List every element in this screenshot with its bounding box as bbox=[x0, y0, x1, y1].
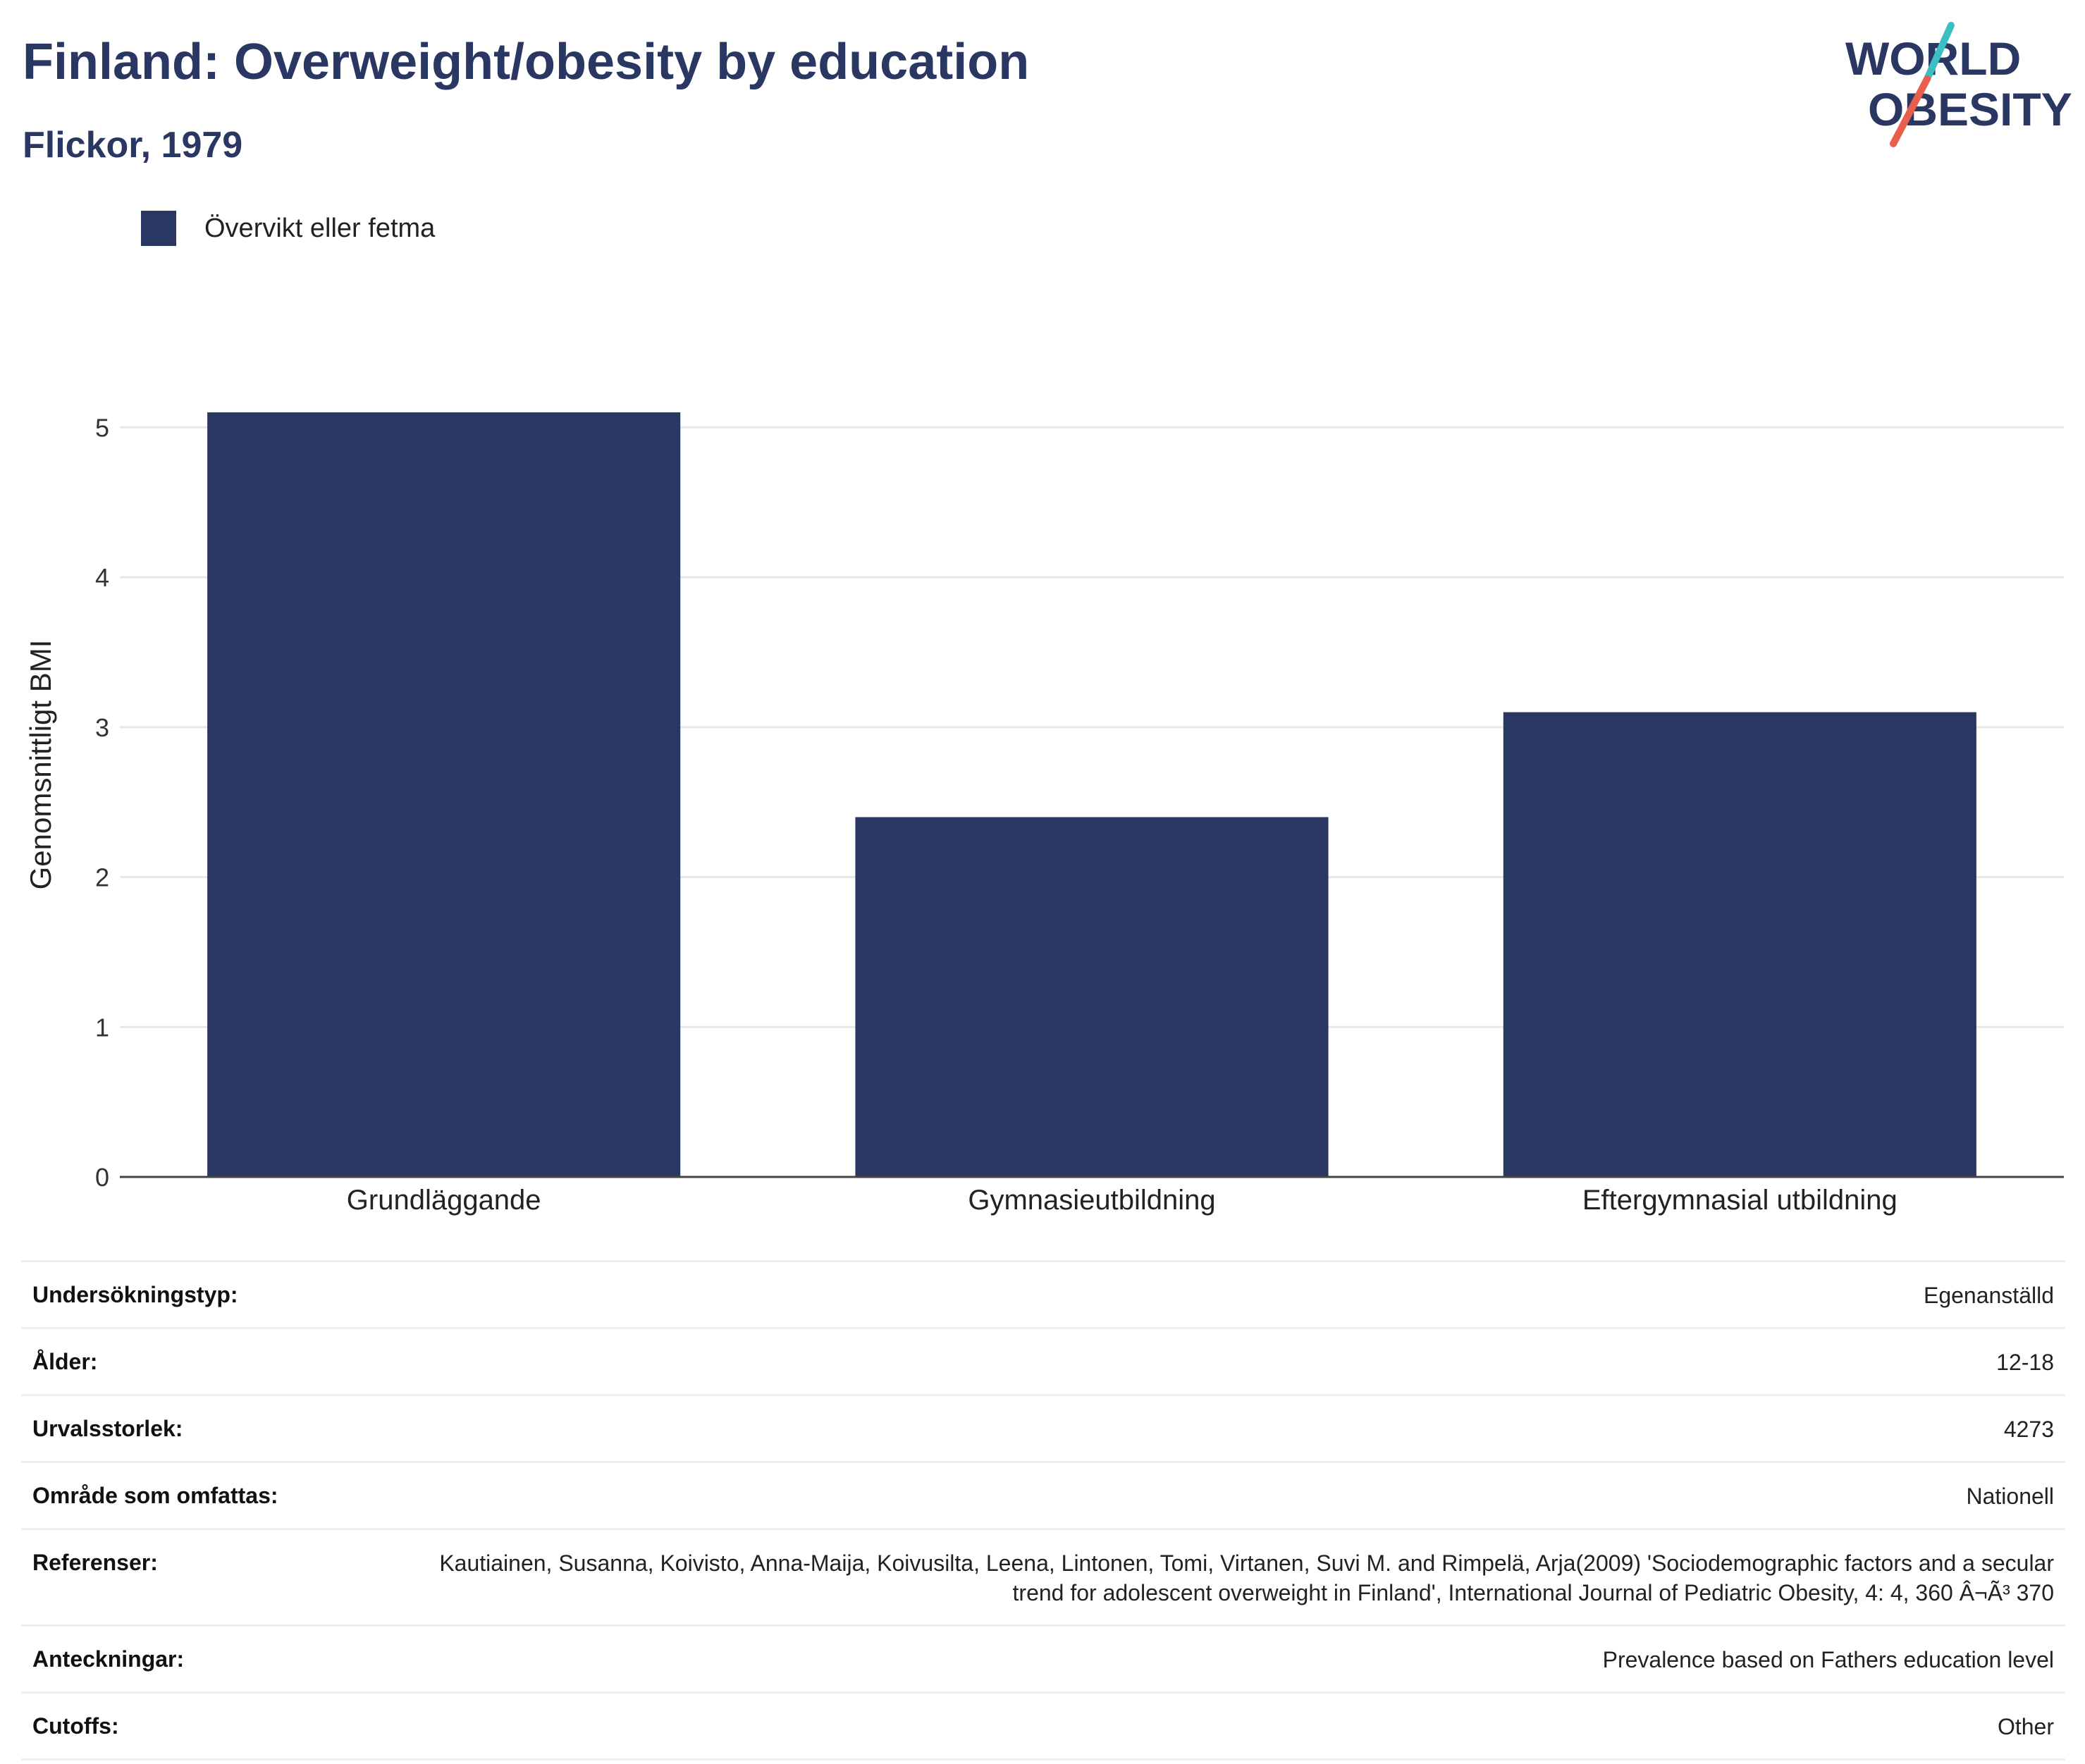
metadata-row: Referenser: Kautiainen, Susanna, Koivisto… bbox=[21, 1530, 2065, 1627]
chart-title: Finland: Overweight/obesity by education bbox=[23, 34, 1030, 90]
y-axis-title: Genomsnittligt BMI bbox=[24, 640, 57, 890]
legend: Övervikt eller fetma bbox=[141, 209, 435, 248]
metadata-value: 12-18 bbox=[1996, 1350, 2054, 1375]
metadata-label: Undersökningstyp: bbox=[32, 1282, 238, 1307]
x-tick-label: Grundläggande bbox=[347, 1185, 541, 1216]
metadata-value: Egenanställd bbox=[1923, 1283, 2054, 1308]
x-tick-label: Eftergymnasial utbildning bbox=[1582, 1185, 1898, 1216]
bar-chart: 0 1 2 3 4 5 Grundläggande Gymnasieutbildning Eft… bbox=[24, 412, 2064, 1216]
metadata-label: Ålder: bbox=[32, 1349, 98, 1374]
bar bbox=[1503, 712, 1976, 1177]
metadata-table: Undersökningstyp: Egenanställd Ålder: 12-18… bbox=[21, 1260, 2065, 1760]
metadata-row: Område som omfattas: Nationell bbox=[21, 1463, 2065, 1530]
metadata-row: Anteckningar: Prevalence based on Fathers… bbox=[21, 1627, 2065, 1694]
metadata-row: Cutoffs: Other bbox=[21, 1694, 2065, 1760]
logo-slash-bottom bbox=[1890, 75, 1931, 147]
metadata-label: Anteckningar: bbox=[32, 1646, 185, 1672]
metadata-row: Undersökningstyp: Egenanställd bbox=[21, 1262, 2065, 1329]
metadata-label: Cutoffs: bbox=[32, 1713, 119, 1739]
metadata-value: 4273 bbox=[2003, 1417, 2054, 1442]
x-tick-label: Gymnasieutbildning bbox=[968, 1185, 1215, 1216]
bar bbox=[207, 412, 681, 1178]
y-tick-label: 3 bbox=[95, 713, 109, 742]
bar bbox=[855, 817, 1329, 1177]
metadata-row: Urvalsstorlek: 4273 bbox=[21, 1396, 2065, 1463]
metadata-value: Other bbox=[1997, 1714, 2054, 1739]
metadata-value: Prevalence based on Fathers education le… bbox=[1602, 1647, 2054, 1672]
metadata-label: Urvalsstorlek: bbox=[32, 1416, 183, 1441]
metadata-label: Område som omfattas: bbox=[32, 1483, 278, 1508]
y-tick-label: 2 bbox=[95, 863, 109, 892]
y-tick-label: 1 bbox=[95, 1013, 109, 1042]
world-obesity-logo: WORLD OBESITY bbox=[1845, 22, 2072, 147]
metadata-row: Ålder: 12-18 bbox=[21, 1329, 2065, 1396]
metadata-value: Kautiainen, Susanna, Koivisto, Anna-Maij… bbox=[439, 1550, 2054, 1605]
legend-swatch bbox=[141, 211, 176, 246]
logo-slash-top bbox=[1924, 22, 1955, 82]
y-tick-label: 4 bbox=[95, 563, 109, 592]
chart-subtitle: Flickor, 1979 bbox=[23, 125, 243, 166]
y-tick-label: 0 bbox=[95, 1163, 109, 1192]
y-tick-label: 5 bbox=[95, 413, 109, 442]
legend-label: Övervikt eller fetma bbox=[204, 214, 436, 243]
metadata-value: Nationell bbox=[1966, 1484, 2054, 1509]
metadata-label: Referenser: bbox=[32, 1550, 158, 1575]
